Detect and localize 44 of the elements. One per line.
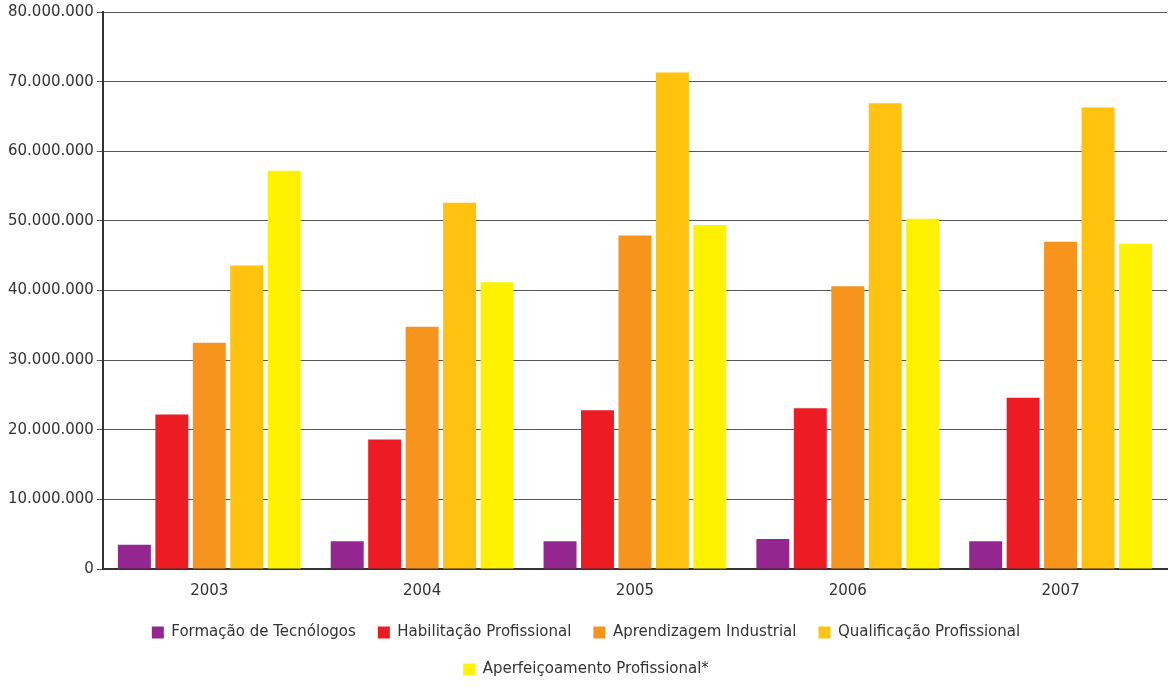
- y-tick-label: 50.000.000: [7, 210, 94, 229]
- bar: [793, 408, 827, 569]
- bar: [906, 218, 940, 569]
- bar: [618, 235, 652, 569]
- bar: [368, 439, 402, 569]
- bar: [581, 410, 614, 569]
- bar: [1006, 397, 1040, 569]
- bar: [443, 202, 477, 569]
- legend-label: Habilitação Profissional: [397, 622, 572, 641]
- y-tick-label: 40.000.000: [7, 280, 94, 299]
- bar: [405, 326, 439, 569]
- bar: [192, 342, 226, 569]
- bar: [655, 72, 689, 569]
- bar: [969, 541, 1003, 569]
- legend-label: Aperfeiçoamento Profissional*: [482, 659, 710, 678]
- bar: [230, 265, 264, 569]
- bar: [868, 103, 902, 569]
- bar: [1044, 241, 1078, 569]
- bar: [831, 286, 865, 569]
- bar: [117, 544, 151, 569]
- bar: [1119, 243, 1152, 569]
- y-tick-label: 20.000.000: [7, 419, 94, 438]
- y-tick-label: 10.000.000: [7, 489, 94, 508]
- y-tick-label: 30.000.000: [7, 350, 94, 369]
- x-tick-label: 2003: [190, 580, 229, 599]
- bar: [1081, 107, 1115, 569]
- legend-label: Formação de Tecnólogos: [171, 622, 357, 641]
- bar: [330, 541, 364, 569]
- y-tick-label: 0: [84, 558, 94, 577]
- legend-label: Aprendizagem Industrial: [612, 622, 797, 641]
- bar: [155, 414, 189, 569]
- y-tick-label: 70.000.000: [7, 71, 94, 90]
- y-tick-label: 60.000.000: [7, 141, 94, 160]
- x-tick-label: 2007: [1041, 580, 1080, 599]
- x-tick-label: 2004: [403, 580, 442, 599]
- x-tick-label: 2005: [615, 580, 655, 599]
- bar: [756, 539, 790, 569]
- bar: [480, 282, 514, 569]
- bar: [543, 541, 577, 569]
- legend-label: Qualificação Profissional: [837, 622, 1021, 641]
- x-tick-label: 2006: [828, 580, 867, 599]
- bar: [267, 170, 301, 569]
- bar: [693, 225, 727, 569]
- y-tick-label: 80.000.000: [7, 1, 94, 20]
